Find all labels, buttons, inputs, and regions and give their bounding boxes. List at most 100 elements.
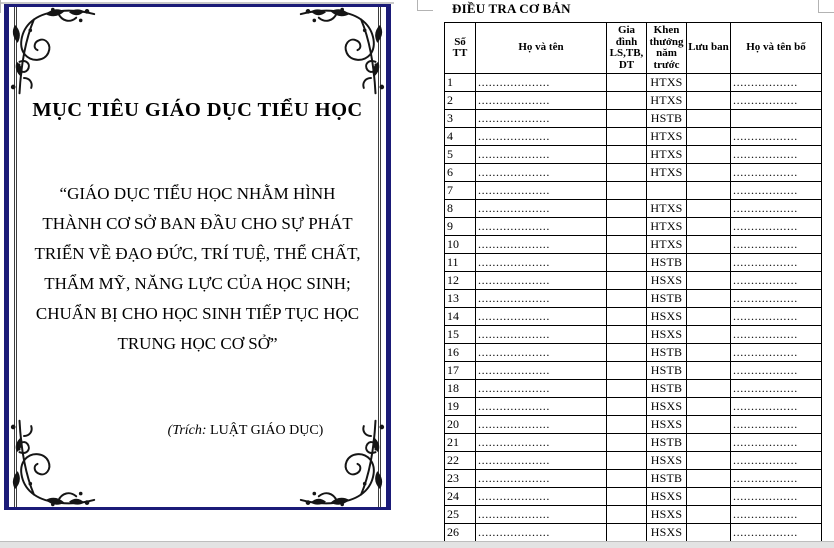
cell-ho-va-ten-bo[interactable]: .................. <box>730 145 822 164</box>
cell-ho-va-ten[interactable]: .................... <box>475 253 607 272</box>
cell-ho-va-ten[interactable]: .................... <box>475 145 607 164</box>
cell-ho-va-ten[interactable]: .................... <box>475 163 607 182</box>
cell-ho-va-ten-bo[interactable]: .................. <box>730 235 822 254</box>
cell-gia-dinh[interactable] <box>606 145 647 164</box>
cell-stt[interactable]: 4 <box>444 127 476 146</box>
cell-luu-ban[interactable] <box>686 415 731 434</box>
cell-ho-va-ten[interactable]: .................... <box>475 433 607 452</box>
cell-stt[interactable]: 16 <box>444 343 476 362</box>
cell-khen-thuong[interactable]: HTXS <box>646 163 687 182</box>
cell-stt[interactable]: 15 <box>444 325 476 344</box>
cell-gia-dinh[interactable] <box>606 199 647 218</box>
cell-luu-ban[interactable] <box>686 289 731 308</box>
cell-stt[interactable]: 3 <box>444 109 476 128</box>
cell-luu-ban[interactable] <box>686 487 731 506</box>
cell-ho-va-ten-bo[interactable]: .................. <box>730 451 822 470</box>
cell-khen-thuong[interactable]: HSXS <box>646 271 687 290</box>
cell-ho-va-ten-bo[interactable]: .................. <box>730 289 822 308</box>
cell-khen-thuong[interactable]: HTXS <box>646 127 687 146</box>
cell-stt[interactable]: 26 <box>444 523 476 542</box>
cell-luu-ban[interactable] <box>686 451 731 470</box>
cell-ho-va-ten[interactable]: .................... <box>475 289 607 308</box>
cell-luu-ban[interactable] <box>686 217 731 236</box>
cell-ho-va-ten[interactable]: .................... <box>475 199 607 218</box>
cell-gia-dinh[interactable] <box>606 433 647 452</box>
cell-luu-ban[interactable] <box>686 253 731 272</box>
cell-stt[interactable]: 18 <box>444 379 476 398</box>
cell-gia-dinh[interactable] <box>606 379 647 398</box>
cell-khen-thuong[interactable]: HSXS <box>646 505 687 524</box>
cell-stt[interactable]: 1 <box>444 73 476 92</box>
cell-luu-ban[interactable] <box>686 199 731 218</box>
cell-stt[interactable]: 21 <box>444 433 476 452</box>
cell-ho-va-ten[interactable]: .................... <box>475 469 607 488</box>
cell-ho-va-ten-bo[interactable]: .................. <box>730 127 822 146</box>
cell-luu-ban[interactable] <box>686 181 731 200</box>
cell-khen-thuong[interactable]: HTXS <box>646 91 687 110</box>
cell-gia-dinh[interactable] <box>606 307 647 326</box>
cell-ho-va-ten-bo[interactable]: .................. <box>730 271 822 290</box>
cell-gia-dinh[interactable] <box>606 523 647 542</box>
cell-stt[interactable]: 7 <box>444 181 476 200</box>
cell-luu-ban[interactable] <box>686 397 731 416</box>
cell-khen-thuong[interactable]: HSTB <box>646 469 687 488</box>
cell-khen-thuong[interactable] <box>646 181 687 200</box>
cell-ho-va-ten-bo[interactable]: .................. <box>730 397 822 416</box>
cell-luu-ban[interactable] <box>686 469 731 488</box>
cell-ho-va-ten-bo[interactable]: .................. <box>730 307 822 326</box>
cell-luu-ban[interactable] <box>686 91 731 110</box>
cell-gia-dinh[interactable] <box>606 127 647 146</box>
cell-ho-va-ten[interactable]: .................... <box>475 271 607 290</box>
cell-stt[interactable]: 19 <box>444 397 476 416</box>
cell-khen-thuong[interactable]: HSTB <box>646 253 687 272</box>
cell-gia-dinh[interactable] <box>606 505 647 524</box>
cell-khen-thuong[interactable]: HTXS <box>646 217 687 236</box>
cell-ho-va-ten-bo[interactable] <box>730 109 822 128</box>
cell-khen-thuong[interactable]: HSXS <box>646 523 687 542</box>
cell-gia-dinh[interactable] <box>606 73 647 92</box>
cell-ho-va-ten-bo[interactable]: .................. <box>730 505 822 524</box>
cell-ho-va-ten-bo[interactable]: .................. <box>730 253 822 272</box>
cell-luu-ban[interactable] <box>686 109 731 128</box>
cell-stt[interactable]: 8 <box>444 199 476 218</box>
cell-luu-ban[interactable] <box>686 127 731 146</box>
cell-gia-dinh[interactable] <box>606 289 647 308</box>
cell-khen-thuong[interactable]: HSXS <box>646 451 687 470</box>
cell-ho-va-ten-bo[interactable]: .................. <box>730 433 822 452</box>
cell-ho-va-ten-bo[interactable]: .................. <box>730 91 822 110</box>
cell-gia-dinh[interactable] <box>606 397 647 416</box>
cell-khen-thuong[interactable]: HSXS <box>646 397 687 416</box>
cell-ho-va-ten[interactable]: .................... <box>475 487 607 506</box>
cell-gia-dinh[interactable] <box>606 163 647 182</box>
cell-stt[interactable]: 9 <box>444 217 476 236</box>
cell-stt[interactable]: 5 <box>444 145 476 164</box>
cell-stt[interactable]: 12 <box>444 271 476 290</box>
cell-ho-va-ten-bo[interactable]: .................. <box>730 181 822 200</box>
cell-gia-dinh[interactable] <box>606 361 647 380</box>
cell-stt[interactable]: 22 <box>444 451 476 470</box>
horizontal-scrollbar[interactable] <box>0 541 834 548</box>
cell-luu-ban[interactable] <box>686 379 731 398</box>
cell-ho-va-ten[interactable]: .................... <box>475 73 607 92</box>
cell-khen-thuong[interactable]: HSXS <box>646 307 687 326</box>
cell-ho-va-ten-bo[interactable]: .................. <box>730 469 822 488</box>
cell-luu-ban[interactable] <box>686 163 731 182</box>
cell-khen-thuong[interactable]: HTXS <box>646 73 687 92</box>
cell-ho-va-ten-bo[interactable]: .................. <box>730 379 822 398</box>
cell-stt[interactable]: 11 <box>444 253 476 272</box>
cell-ho-va-ten[interactable]: .................... <box>475 523 607 542</box>
cell-khen-thuong[interactable]: HSTB <box>646 109 687 128</box>
cell-ho-va-ten[interactable]: .................... <box>475 325 607 344</box>
cell-luu-ban[interactable] <box>686 361 731 380</box>
cell-ho-va-ten-bo[interactable]: .................. <box>730 361 822 380</box>
cell-luu-ban[interactable] <box>686 325 731 344</box>
cell-ho-va-ten[interactable]: .................... <box>475 361 607 380</box>
cell-gia-dinh[interactable] <box>606 271 647 290</box>
cell-ho-va-ten[interactable]: .................... <box>475 91 607 110</box>
cell-ho-va-ten-bo[interactable]: .................. <box>730 163 822 182</box>
cell-ho-va-ten-bo[interactable]: .................. <box>730 415 822 434</box>
cell-khen-thuong[interactable]: HTXS <box>646 235 687 254</box>
cell-stt[interactable]: 24 <box>444 487 476 506</box>
cell-ho-va-ten[interactable]: .................... <box>475 379 607 398</box>
cell-gia-dinh[interactable] <box>606 487 647 506</box>
